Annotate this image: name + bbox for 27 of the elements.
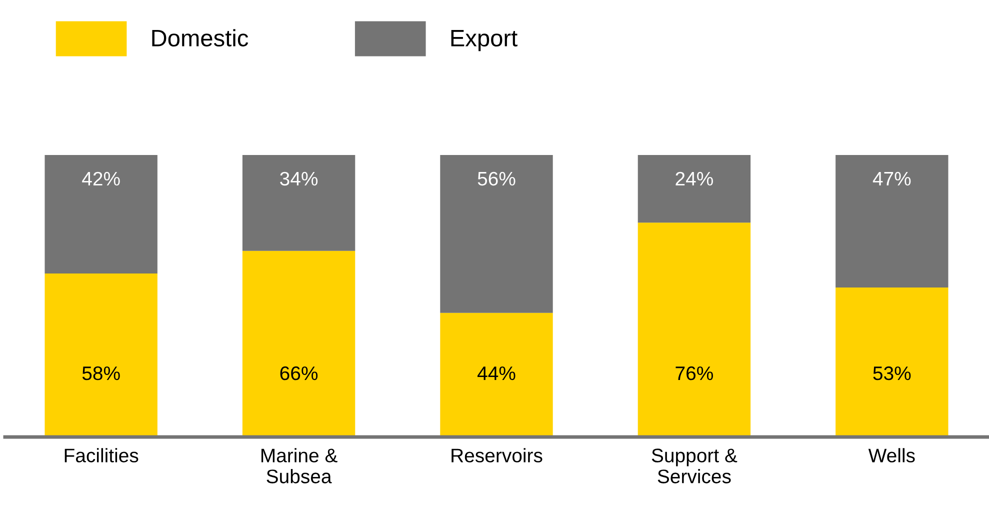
bar xyxy=(242,155,356,251)
bar xyxy=(836,288,948,437)
data-label: 76% xyxy=(676,366,713,380)
x-tick-label: Support & Services xyxy=(652,448,738,484)
bar xyxy=(638,222,751,437)
data-label: 42% xyxy=(82,172,120,186)
bar xyxy=(44,273,158,437)
bar xyxy=(44,155,158,274)
bar xyxy=(242,250,356,437)
data-label: 53% xyxy=(873,366,911,380)
data-label: 44% xyxy=(477,366,516,380)
data-label: 34% xyxy=(280,172,318,186)
bar xyxy=(440,312,553,437)
legend-label: Export xyxy=(451,30,518,52)
legend-label: Domestic xyxy=(152,29,248,47)
bar xyxy=(440,155,553,313)
data-label: 58% xyxy=(82,366,120,380)
x-tick-label: Facilities xyxy=(64,448,138,462)
data-label: 24% xyxy=(676,172,713,186)
x-tick-label: Reservoirs xyxy=(452,448,542,462)
data-label: 56% xyxy=(478,172,516,186)
data-label: 47% xyxy=(872,172,911,186)
bar xyxy=(836,155,948,288)
x-tick-label: Wells xyxy=(868,448,915,462)
data-label: 66% xyxy=(280,366,318,380)
x-tick-label: Marine & Subsea xyxy=(261,448,338,484)
bar xyxy=(638,155,751,223)
